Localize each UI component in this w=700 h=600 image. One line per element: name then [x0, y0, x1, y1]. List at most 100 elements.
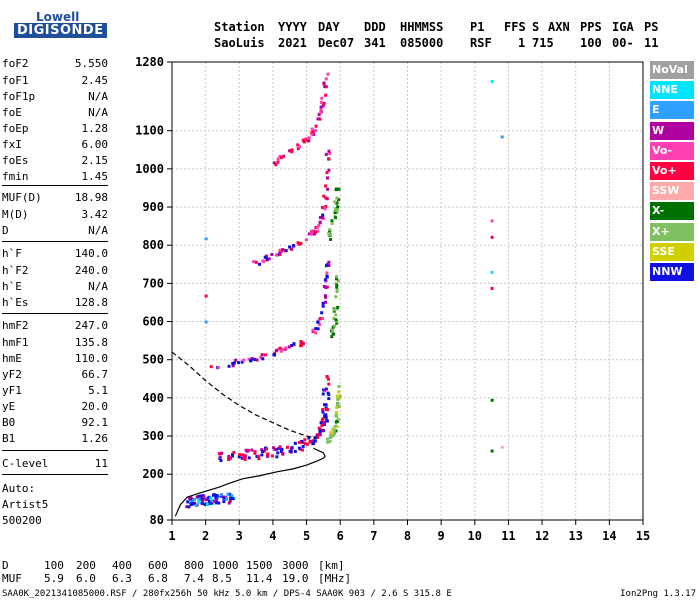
- logo-lowell: Lowell: [36, 10, 80, 24]
- x-tick-label: 6: [337, 529, 344, 543]
- echo-point: [319, 107, 323, 111]
- echo-point: [299, 344, 303, 348]
- echo-point: [313, 439, 317, 443]
- muf-frequency-value: 7.4: [184, 572, 204, 585]
- echo-point: [208, 499, 212, 503]
- echo-point: [258, 262, 262, 266]
- echo-point: [293, 449, 297, 453]
- echo-point: [318, 117, 322, 121]
- parameter-row: foEs 2.15: [2, 154, 108, 168]
- x-tick-label: 1: [168, 529, 175, 543]
- echo-point: [326, 377, 330, 381]
- header-label-1: YYYY: [278, 20, 307, 34]
- parameter-value: 2.15: [81, 154, 109, 167]
- echo-point: [334, 313, 338, 317]
- echo-point: [334, 318, 338, 322]
- logo-digisonde: DIGISONDE: [14, 23, 107, 38]
- y-tick-label: 200: [142, 467, 164, 481]
- header-label-11: PS: [644, 20, 659, 34]
- echo-point: [336, 205, 340, 209]
- parameter-value: 3.42: [81, 208, 109, 221]
- echo-point: [323, 207, 327, 211]
- isolated-echo-point: [490, 270, 494, 274]
- echo-point: [216, 366, 220, 370]
- echo-point: [298, 440, 302, 444]
- echo-point: [324, 300, 328, 304]
- echo-point: [334, 429, 338, 433]
- parameter-name: B1: [2, 432, 16, 445]
- echo-point: [318, 428, 322, 432]
- echo-point: [288, 245, 292, 249]
- echo-point: [327, 264, 331, 268]
- echo-point: [228, 499, 232, 503]
- header-value-8: 100: [580, 36, 602, 50]
- parameter-value: 240.0: [74, 264, 108, 277]
- echo-point: [276, 157, 280, 161]
- echo-point: [257, 457, 261, 461]
- parameter-name: yE: [2, 400, 16, 413]
- parameter-value: 1.26: [81, 432, 109, 445]
- echo-point: [212, 499, 216, 503]
- echo-point: [334, 275, 338, 279]
- muf-frequency-value: 6.8: [148, 572, 168, 585]
- echo-point: [334, 216, 338, 220]
- echo-point: [237, 455, 241, 459]
- echo-point: [304, 238, 308, 242]
- echo-point: [222, 500, 226, 504]
- echo-point: [227, 501, 231, 505]
- echo-point: [194, 504, 198, 508]
- echo-point: [242, 358, 246, 362]
- echo-point: [337, 187, 341, 191]
- echo-point: [321, 301, 325, 305]
- echo-point: [324, 93, 328, 97]
- echo-point: [315, 433, 319, 437]
- echo-point: [274, 349, 278, 353]
- muf-distance-value: 1500: [246, 559, 273, 572]
- echo-point: [330, 221, 334, 225]
- echo-point: [228, 456, 232, 460]
- echo-point: [323, 295, 327, 299]
- autoscaling-label: Auto:: [2, 482, 36, 495]
- muf-distance-value: 400: [112, 559, 132, 572]
- echo-point: [198, 496, 202, 500]
- muf-distance-value: 600: [148, 559, 168, 572]
- echo-point: [281, 248, 285, 252]
- echo-point: [227, 455, 231, 459]
- echo-point: [311, 441, 315, 445]
- parameter-row: fmin 1.45: [2, 170, 108, 184]
- parameter-value: 2.45: [81, 74, 109, 87]
- muf-frequency-value: 6.3: [112, 572, 132, 585]
- echo-point: [336, 279, 340, 283]
- echo-point: [329, 435, 333, 439]
- header-label-10: IGA: [612, 20, 634, 34]
- echo-point: [225, 497, 229, 501]
- echo-point: [319, 421, 323, 425]
- y-tick-label: 600: [142, 315, 164, 329]
- echo-point: [185, 505, 189, 509]
- echo-point: [209, 365, 213, 369]
- parameter-row: hmF2 247.0: [2, 319, 108, 333]
- parameter-value: 128.8: [74, 296, 108, 309]
- echo-point: [323, 278, 327, 282]
- autoscaling-artist: Artist5: [2, 498, 49, 511]
- echo-point: [215, 501, 219, 505]
- echo-point: [261, 357, 265, 361]
- echo-point: [327, 382, 331, 386]
- parameter-name: foEs: [2, 154, 29, 167]
- echo-point: [321, 104, 325, 108]
- echo-point: [334, 295, 338, 299]
- parameter-name: hmF1: [2, 336, 29, 349]
- echo-point: [210, 499, 214, 503]
- echo-point: [209, 496, 213, 500]
- x-tick-label: 8: [404, 529, 411, 543]
- x-tick-label: 5: [303, 529, 310, 543]
- autoscaling-code: 500200: [2, 514, 42, 527]
- legend-item-ssw: SSW: [650, 182, 694, 201]
- echo-point: [310, 229, 314, 233]
- parameter-row: M(D) 3.42: [2, 208, 108, 222]
- echo-point: [280, 249, 284, 253]
- echo-point: [272, 446, 276, 450]
- echo-point: [201, 495, 205, 499]
- parameter-value: 1.28: [81, 122, 109, 135]
- parameter-row: B1 1.26: [2, 432, 108, 446]
